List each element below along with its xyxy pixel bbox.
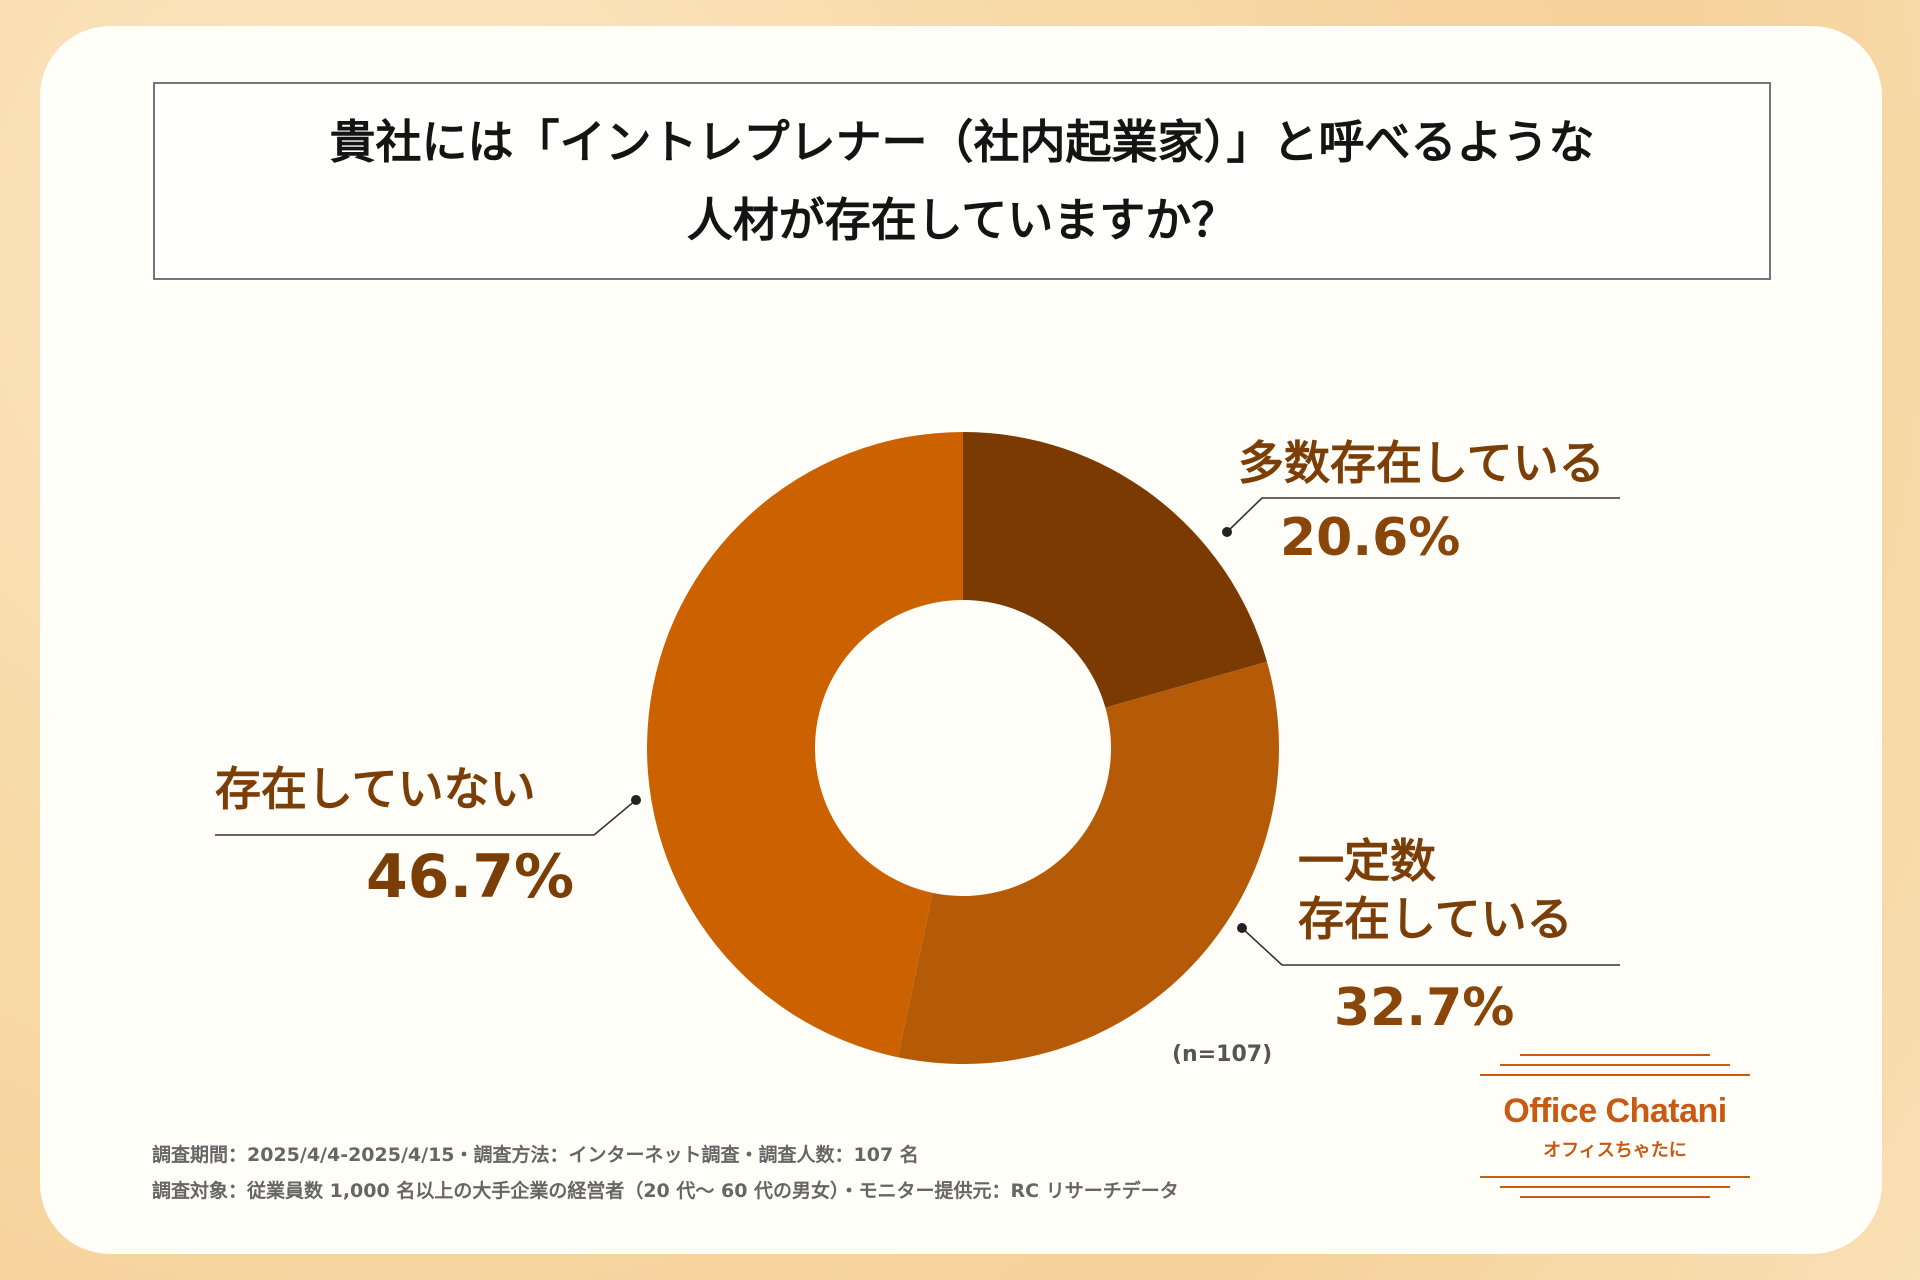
leader-dot-none [631, 795, 641, 805]
title-line-2: 人材が存在していますか？ [686, 193, 1238, 247]
logo-name-en: Office Chatani [1503, 1092, 1727, 1130]
slice-value-some: 32.7% [1334, 978, 1515, 1038]
leader-dot-many [1222, 527, 1232, 537]
leader-dot-some [1237, 923, 1247, 933]
logo-rule-bottom-2 [1500, 1186, 1730, 1188]
donut-slice-many [963, 432, 1268, 708]
logo-rule-top-2 [1500, 1064, 1730, 1066]
sample-size-note: (n=107) [1172, 1042, 1273, 1067]
office-chatani-logo: Office Chatani オフィスちゃたに [1480, 1050, 1750, 1210]
leader-line-some [1241, 927, 1620, 966]
title-line-1: 貴社には「イントレプレナー（社内起業家）」と呼べるような [329, 115, 1595, 169]
slice-value-many: 20.6% [1280, 508, 1461, 568]
leader-line-none [215, 799, 637, 836]
footer-survey-info: 調査期間：2025/4/4-2025/4/15・調査方法：インターネット調査・調… [152, 1144, 919, 1166]
donut-slice-some [897, 661, 1279, 1064]
logo-rule-bottom-3 [1520, 1196, 1710, 1198]
slice-label-some-line2: 存在している [1298, 892, 1573, 946]
slice-label-none: 存在していない [215, 762, 536, 816]
slice-label-many: 多数存在している [1238, 436, 1605, 490]
donut-slice-none [647, 432, 963, 1058]
footer-survey-target: 調査対象：従業員数 1,000 名以上の大手企業の経営者（20 代～ 60 代の… [152, 1180, 1179, 1202]
slice-value-none: 46.7% [366, 842, 575, 912]
logo-rule-bottom-1 [1480, 1176, 1750, 1178]
logo-name-ja: オフィスちゃたに [1543, 1140, 1687, 1161]
title-box: 貴社には「イントレプレナー（社内起業家）」と呼べるような 人材が存在していますか… [153, 82, 1771, 280]
leader-line-many [1226, 497, 1620, 533]
logo-rule-top-3 [1480, 1074, 1750, 1076]
logo-rule-top-1 [1520, 1054, 1710, 1056]
slice-label-some-line1: 一定数 [1298, 834, 1436, 888]
